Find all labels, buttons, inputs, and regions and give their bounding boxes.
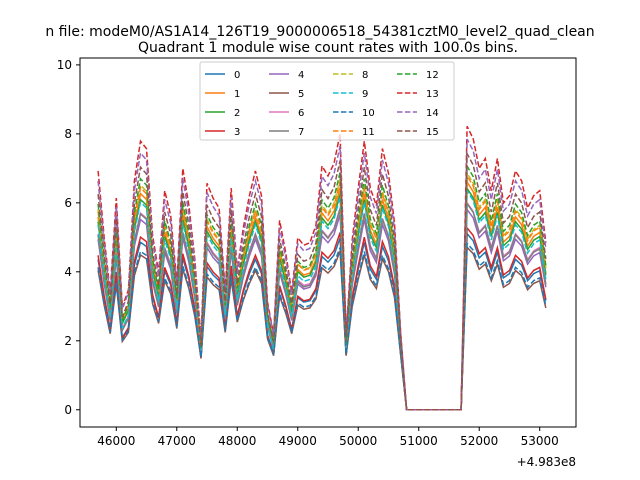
legend-label-6: 6 bbox=[298, 108, 304, 119]
chart-title: Quadrant 1 module wise count rates with … bbox=[138, 40, 518, 56]
y-tick-label: 0 bbox=[64, 403, 72, 417]
legend-label-0: 0 bbox=[234, 70, 240, 81]
legend-label-13: 13 bbox=[426, 89, 439, 100]
legend-label-1: 1 bbox=[234, 89, 240, 100]
x-tick-label: 52000 bbox=[460, 434, 498, 448]
y-tick-label: 6 bbox=[64, 196, 72, 210]
legend-label-3: 3 bbox=[234, 127, 240, 138]
series-line-12 bbox=[97, 163, 547, 411]
x-tick-label: 51000 bbox=[400, 434, 438, 448]
x-axis: 46000 47000 48000 49000 50000 51000 52000 53000 bbox=[97, 427, 559, 448]
legend-frame bbox=[199, 61, 455, 141]
legend-label-15: 15 bbox=[426, 127, 439, 138]
series-line-3 bbox=[97, 225, 547, 411]
x-offset-label: +4.983e8 bbox=[517, 455, 576, 469]
x-tick-label: 49000 bbox=[279, 434, 317, 448]
y-axis: 0 2 4 6 8 10 bbox=[57, 58, 80, 417]
series-line-13 bbox=[97, 125, 547, 411]
axes-frame bbox=[79, 57, 577, 428]
series-line-2 bbox=[97, 186, 547, 411]
y-tick-label: 8 bbox=[64, 127, 72, 141]
legend-label-8: 8 bbox=[362, 70, 368, 81]
x-tick-label: 46000 bbox=[97, 434, 135, 448]
legend-label-5: 5 bbox=[298, 89, 304, 100]
x-tick-label: 48000 bbox=[218, 434, 256, 448]
x-tick-label: 50000 bbox=[339, 434, 377, 448]
legend-label-9: 9 bbox=[362, 89, 368, 100]
series-layer bbox=[97, 125, 547, 411]
legend-label-14: 14 bbox=[426, 108, 439, 119]
series-line-14 bbox=[97, 138, 547, 411]
y-tick-label: 2 bbox=[64, 334, 72, 348]
legend-label-11: 11 bbox=[362, 127, 375, 138]
x-tick-label: 47000 bbox=[158, 434, 196, 448]
plot-area bbox=[79, 57, 577, 428]
series-line-15 bbox=[97, 150, 547, 411]
series-line-10 bbox=[97, 241, 547, 411]
legend-label-4: 4 bbox=[298, 70, 304, 81]
legend-label-2: 2 bbox=[234, 108, 240, 119]
y-tick-label: 4 bbox=[64, 265, 72, 279]
figure-suptitle: n file: modeM0/AS1A14_126T19_9000006518_… bbox=[45, 24, 594, 40]
legend-label-10: 10 bbox=[362, 108, 375, 119]
x-tick-label: 53000 bbox=[521, 434, 559, 448]
legend-label-7: 7 bbox=[298, 127, 304, 138]
series-line-9 bbox=[97, 188, 547, 411]
y-tick-label: 10 bbox=[57, 58, 72, 72]
legend-label-12: 12 bbox=[426, 70, 439, 81]
